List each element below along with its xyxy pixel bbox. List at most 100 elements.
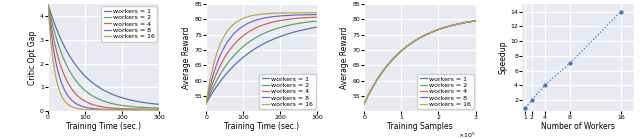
Legend: workers = 1, workers = 2, workers = 4, workers = 8, workers = 16: workers = 1, workers = 2, workers = 4, w… bbox=[417, 74, 474, 109]
Y-axis label: Speedup: Speedup bbox=[499, 41, 508, 75]
workers = 2 bbox=[426, 32, 434, 34]
workers = 2 bbox=[276, 27, 284, 28]
workers = 1 bbox=[268, 39, 276, 41]
workers = 1 bbox=[380, 69, 388, 71]
workers = 2 bbox=[156, 107, 163, 109]
workers = 1 bbox=[435, 29, 442, 30]
workers = 2 bbox=[360, 103, 368, 104]
workers = 2 bbox=[44, 3, 52, 5]
workers = 8 bbox=[360, 103, 368, 104]
workers = 4 bbox=[360, 103, 368, 104]
workers = 4 bbox=[276, 20, 284, 21]
workers = 4 bbox=[435, 29, 442, 30]
workers = 16 bbox=[128, 109, 136, 111]
workers = 2 bbox=[389, 58, 397, 60]
workers = 8 bbox=[444, 26, 452, 27]
workers = 2 bbox=[314, 20, 321, 22]
workers = 4 bbox=[118, 108, 126, 110]
workers = 4 bbox=[253, 27, 260, 28]
workers = 2 bbox=[411, 40, 419, 42]
workers = 16 bbox=[118, 109, 126, 111]
workers = 2 bbox=[231, 54, 239, 56]
workers = 1 bbox=[444, 26, 452, 27]
workers = 2 bbox=[73, 81, 81, 82]
workers = 1 bbox=[426, 32, 434, 34]
Line: workers = 8: workers = 8 bbox=[206, 15, 317, 104]
workers = 8 bbox=[276, 15, 284, 17]
workers = 16 bbox=[444, 26, 452, 27]
workers = 1 bbox=[231, 64, 239, 66]
workers = 16 bbox=[268, 13, 276, 14]
workers = 16 bbox=[380, 69, 388, 71]
workers = 1 bbox=[411, 40, 419, 42]
workers = 2 bbox=[64, 67, 72, 68]
workers = 1 bbox=[64, 52, 72, 54]
Legend: workers = 1, workers = 2, workers = 4, workers = 8, workers = 16: workers = 1, workers = 2, workers = 4, w… bbox=[259, 74, 316, 109]
workers = 16 bbox=[314, 12, 321, 14]
workers = 4 bbox=[110, 107, 118, 109]
workers = 1 bbox=[202, 103, 210, 104]
Line: workers = 8: workers = 8 bbox=[48, 4, 159, 110]
workers = 16 bbox=[202, 103, 210, 104]
X-axis label: Training Time (sec.): Training Time (sec.) bbox=[224, 122, 300, 131]
workers = 1 bbox=[222, 74, 230, 75]
workers = 16 bbox=[64, 103, 72, 105]
workers = 4 bbox=[156, 108, 163, 110]
workers = 2 bbox=[118, 105, 126, 106]
workers = 16 bbox=[95, 109, 102, 111]
workers = 4 bbox=[286, 18, 294, 20]
workers = 2 bbox=[435, 29, 442, 30]
workers = 2 bbox=[380, 69, 388, 71]
Line: workers = 4: workers = 4 bbox=[206, 17, 317, 104]
workers = 16 bbox=[276, 12, 284, 14]
workers = 16 bbox=[231, 23, 239, 24]
workers = 1 bbox=[44, 3, 52, 5]
workers = 8 bbox=[110, 109, 118, 110]
Line: workers = 16: workers = 16 bbox=[206, 13, 317, 104]
workers = 4 bbox=[95, 105, 102, 107]
workers = 8 bbox=[231, 32, 239, 34]
workers = 8 bbox=[202, 103, 210, 104]
Y-axis label: Average Reward: Average Reward bbox=[340, 27, 349, 89]
Line: workers = 4: workers = 4 bbox=[48, 4, 159, 109]
workers = 4 bbox=[73, 94, 81, 96]
workers = 8 bbox=[44, 3, 52, 5]
Line: workers = 16: workers = 16 bbox=[48, 4, 159, 110]
Line: workers = 1: workers = 1 bbox=[48, 4, 159, 104]
workers = 2 bbox=[202, 103, 210, 104]
workers = 8 bbox=[426, 32, 434, 34]
workers = 2 bbox=[110, 103, 118, 105]
workers = 16 bbox=[222, 33, 230, 34]
workers = 16 bbox=[426, 32, 434, 34]
workers = 1 bbox=[73, 65, 81, 67]
workers = 2 bbox=[286, 24, 294, 26]
workers = 4 bbox=[268, 22, 276, 23]
Text: $\times10^5$: $\times10^5$ bbox=[458, 131, 476, 139]
workers = 2 bbox=[444, 26, 452, 27]
workers = 8 bbox=[73, 103, 81, 105]
workers = 4 bbox=[64, 82, 72, 83]
workers = 16 bbox=[435, 29, 442, 30]
workers = 1 bbox=[253, 47, 260, 49]
workers = 1 bbox=[95, 86, 102, 88]
workers = 16 bbox=[110, 109, 118, 111]
Line: workers = 2: workers = 2 bbox=[48, 4, 159, 108]
workers = 16 bbox=[253, 14, 260, 16]
workers = 4 bbox=[426, 32, 434, 34]
workers = 2 bbox=[253, 36, 260, 38]
X-axis label: Training Samples: Training Samples bbox=[387, 122, 452, 131]
workers = 1 bbox=[110, 94, 118, 96]
X-axis label: Training Time (sec.): Training Time (sec.) bbox=[66, 122, 141, 131]
workers = 4 bbox=[380, 69, 388, 71]
workers = 8 bbox=[128, 109, 136, 111]
workers = 4 bbox=[411, 40, 419, 42]
Line: workers = 8: workers = 8 bbox=[364, 21, 476, 104]
Line: workers = 4: workers = 4 bbox=[364, 21, 476, 104]
workers = 2 bbox=[268, 29, 276, 31]
workers = 16 bbox=[156, 109, 163, 111]
workers = 1 bbox=[118, 97, 126, 99]
Line: workers = 2: workers = 2 bbox=[364, 21, 476, 104]
workers = 1 bbox=[314, 26, 321, 28]
workers = 4 bbox=[389, 58, 397, 60]
workers = 8 bbox=[64, 95, 72, 96]
